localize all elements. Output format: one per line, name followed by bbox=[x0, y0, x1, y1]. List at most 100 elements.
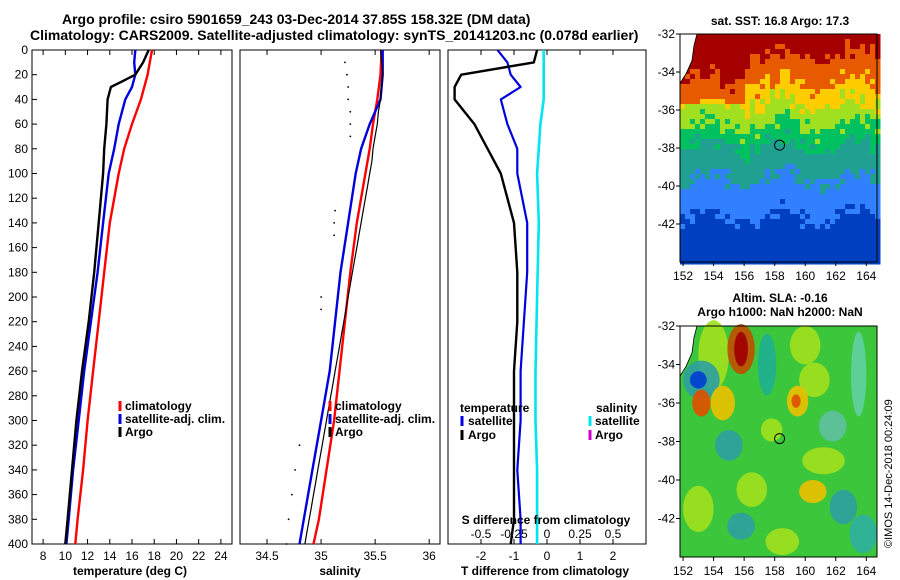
sst-cell bbox=[835, 109, 841, 115]
sst-cell bbox=[720, 114, 726, 120]
sst-cell bbox=[805, 174, 811, 180]
sst-cell bbox=[860, 119, 866, 125]
sst-cell bbox=[865, 129, 871, 135]
sst-cell bbox=[835, 244, 841, 250]
sst-cell bbox=[820, 149, 826, 155]
sst-cell bbox=[725, 89, 731, 95]
sst-cell bbox=[875, 194, 881, 200]
sst-cell bbox=[860, 34, 866, 40]
sst-cell bbox=[865, 79, 871, 85]
sst-cell bbox=[745, 239, 751, 245]
argo-dot bbox=[287, 518, 290, 521]
sst-cell bbox=[865, 189, 871, 195]
legend-label: Argo bbox=[468, 428, 496, 442]
sst-cell bbox=[710, 154, 716, 160]
sst-cell bbox=[850, 194, 856, 200]
sst-cell bbox=[800, 219, 806, 225]
sst-cell bbox=[720, 119, 726, 125]
sst-cell bbox=[855, 189, 861, 195]
sst-cell bbox=[725, 109, 731, 115]
map-x-tick-label: 154 bbox=[704, 564, 724, 578]
sst-cell bbox=[755, 144, 761, 150]
x-tick-label: 35.5 bbox=[363, 549, 387, 563]
sst-cell bbox=[815, 164, 821, 170]
legend-label: Argo bbox=[335, 425, 363, 439]
sst-cell bbox=[825, 109, 831, 115]
sst-cell bbox=[875, 184, 881, 190]
sst-cell bbox=[710, 44, 716, 50]
sst-cell bbox=[715, 249, 721, 255]
sst-cell bbox=[770, 199, 776, 205]
sst-cell bbox=[805, 54, 811, 60]
sst-cell bbox=[845, 139, 851, 145]
sst-cell bbox=[870, 159, 876, 165]
x-tick-label: 16 bbox=[125, 549, 139, 563]
sst-cell bbox=[835, 239, 841, 245]
map-y-tick-label: -42 bbox=[658, 217, 676, 231]
sst-cell bbox=[740, 74, 746, 80]
sst-cell bbox=[720, 34, 726, 40]
sst-cell bbox=[685, 74, 691, 80]
sst-cell bbox=[755, 54, 761, 60]
sst-cell bbox=[830, 199, 836, 205]
argo-dot bbox=[347, 98, 349, 101]
sst-cell bbox=[720, 139, 726, 145]
sst-cell bbox=[765, 79, 771, 85]
sst-cell bbox=[790, 89, 796, 95]
sst-cell bbox=[750, 54, 756, 60]
sst-cell bbox=[820, 229, 826, 235]
sst-cell bbox=[795, 79, 801, 85]
sst-cell bbox=[780, 114, 786, 120]
sst-cell bbox=[710, 179, 716, 185]
sst-cell bbox=[720, 254, 726, 260]
sst-cell bbox=[755, 134, 761, 140]
x-tick-label: 10 bbox=[59, 549, 73, 563]
sst-cell bbox=[695, 159, 701, 165]
sst-cell bbox=[855, 69, 861, 75]
sst-cell bbox=[690, 109, 696, 115]
sst-cell bbox=[785, 239, 791, 245]
sst-cell bbox=[795, 34, 801, 40]
sst-cell bbox=[770, 179, 776, 185]
s-x-tick-label: -0.25 bbox=[500, 527, 528, 541]
sst-cell bbox=[705, 244, 711, 250]
sst-cell bbox=[865, 154, 871, 160]
sst-cell bbox=[870, 39, 876, 45]
sst-cell bbox=[875, 34, 881, 40]
sst-cell bbox=[850, 59, 856, 65]
sst-cell bbox=[690, 119, 696, 125]
sst-cell bbox=[715, 64, 721, 70]
sst-cell bbox=[715, 244, 721, 250]
sst-cell bbox=[705, 169, 711, 175]
sst-cell bbox=[840, 149, 846, 155]
sst-cell bbox=[815, 124, 821, 130]
sst-cell bbox=[760, 214, 766, 220]
sst-cell bbox=[775, 129, 781, 135]
sst-cell bbox=[680, 229, 686, 235]
sst-cell bbox=[855, 74, 861, 80]
sst-cell bbox=[705, 164, 711, 170]
sst-cell bbox=[790, 94, 796, 100]
sst-cell bbox=[720, 174, 726, 180]
sst-cell bbox=[845, 74, 851, 80]
sst-cell bbox=[775, 244, 781, 250]
sst-cell bbox=[835, 54, 841, 60]
sst-cell bbox=[835, 194, 841, 200]
sst-cell bbox=[830, 59, 836, 65]
sst-cell bbox=[695, 169, 701, 175]
sst-cell bbox=[705, 59, 711, 65]
sst-cell bbox=[765, 69, 771, 75]
sst-cell bbox=[705, 109, 711, 115]
sst-cell bbox=[730, 154, 736, 160]
sst-cell bbox=[840, 254, 846, 260]
sst-cell bbox=[740, 124, 746, 130]
sst-cell bbox=[830, 149, 836, 155]
sst-cell bbox=[790, 114, 796, 120]
plot-frame bbox=[239, 49, 441, 545]
sst-cell bbox=[765, 54, 771, 60]
sst-cell bbox=[870, 189, 876, 195]
map-y-tick-label: -32 bbox=[658, 319, 676, 333]
sst-cell bbox=[730, 54, 736, 60]
sst-cell bbox=[775, 209, 781, 215]
sst-cell bbox=[805, 179, 811, 185]
